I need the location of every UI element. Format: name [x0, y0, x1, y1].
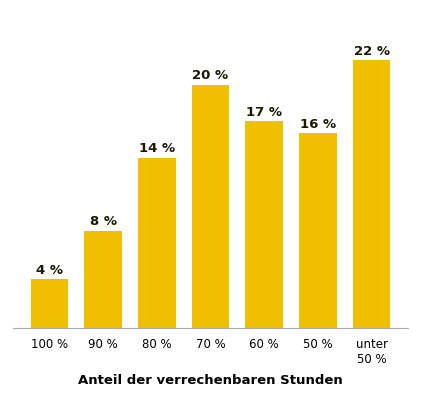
Text: 22 %: 22 %	[354, 45, 389, 58]
Text: 20 %: 20 %	[192, 69, 229, 82]
Text: 4 %: 4 %	[36, 264, 63, 277]
Bar	[138, 158, 176, 328]
Text: 8 %: 8 %	[90, 215, 117, 228]
Text: 16 %: 16 %	[300, 118, 336, 131]
Bar	[299, 133, 337, 328]
Bar	[192, 84, 229, 328]
Text: 17 %: 17 %	[246, 106, 282, 119]
X-axis label: Anteil der verrechenbaren Stunden: Anteil der verrechenbaren Stunden	[78, 374, 343, 387]
Bar	[353, 60, 390, 328]
Bar	[245, 121, 283, 328]
Bar	[31, 279, 68, 328]
Text: 14 %: 14 %	[139, 142, 175, 155]
Bar	[84, 231, 122, 328]
